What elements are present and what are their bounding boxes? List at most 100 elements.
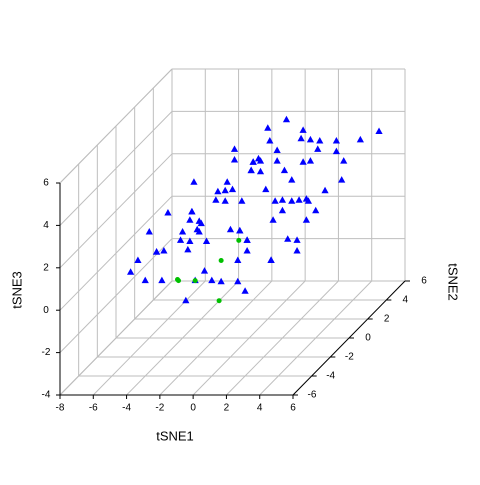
point [217, 277, 225, 285]
point [316, 137, 324, 144]
point [299, 158, 307, 165]
point [302, 195, 310, 202]
point [262, 185, 270, 193]
point [302, 216, 310, 223]
y-tick-label: -2 [345, 352, 354, 363]
point [208, 276, 216, 284]
point [186, 237, 194, 244]
point [264, 124, 272, 131]
point [175, 277, 181, 282]
point [202, 237, 211, 244]
point [332, 137, 341, 144]
point [200, 267, 209, 274]
point [152, 248, 161, 255]
point [236, 237, 242, 243]
x-tick-label: -4 [122, 403, 131, 414]
point [321, 186, 329, 194]
point [295, 196, 303, 203]
point [273, 146, 281, 153]
point [230, 156, 239, 163]
point [141, 276, 149, 284]
box-edge [59, 280, 173, 396]
point [176, 236, 185, 243]
point [223, 178, 231, 185]
x-tick-label: 2 [224, 403, 230, 414]
point [212, 196, 220, 203]
y-tick-label: 0 [365, 333, 371, 344]
z-tick-label: 2 [43, 262, 49, 273]
grid-line [59, 153, 173, 269]
point [234, 277, 242, 285]
point [243, 236, 251, 243]
point [247, 166, 255, 174]
x-tick-label: 0 [190, 403, 196, 414]
x-tick-label: -2 [155, 403, 164, 414]
point [278, 196, 287, 203]
point [226, 225, 235, 233]
z-axis-label: tSNE3 [9, 271, 24, 309]
point [314, 145, 322, 152]
z-tick-label: -2 [42, 347, 51, 358]
y-tick-label: 4 [403, 295, 409, 306]
point [195, 217, 203, 224]
point [288, 197, 296, 204]
point [266, 137, 274, 144]
point [192, 278, 198, 284]
point [188, 207, 196, 215]
point [306, 135, 315, 143]
point [375, 127, 383, 134]
point [271, 197, 279, 204]
point [284, 235, 292, 242]
grid-line [59, 195, 173, 311]
y-tick-label: 6 [421, 276, 427, 287]
point [256, 167, 265, 175]
point [230, 145, 239, 152]
x-tick-label: 4 [257, 403, 263, 414]
box-edge [59, 68, 173, 184]
point [228, 185, 237, 193]
point [293, 236, 301, 243]
point [332, 147, 341, 155]
point [158, 276, 166, 284]
point [288, 176, 296, 183]
point [221, 186, 229, 194]
point [293, 247, 301, 254]
point [299, 126, 307, 133]
grid-line [59, 238, 173, 353]
point [145, 228, 153, 235]
point [234, 256, 242, 263]
point [340, 157, 348, 164]
point [338, 176, 346, 183]
point [218, 258, 224, 263]
y-axis-label: tSNE2 [446, 263, 461, 301]
point [256, 157, 265, 164]
point [127, 268, 135, 275]
point [282, 115, 291, 123]
z-tick-label: 4 [43, 220, 49, 231]
x-axis-label: tSNE1 [156, 428, 194, 443]
point [190, 178, 198, 185]
point [221, 197, 229, 204]
x-tick-label: -6 [89, 403, 98, 414]
point [278, 206, 287, 214]
z-tick-label: -4 [42, 390, 51, 401]
point [273, 157, 281, 164]
point [178, 228, 187, 235]
y-tick-label: 2 [384, 314, 390, 325]
point [186, 216, 194, 223]
point [164, 209, 172, 216]
point [249, 158, 257, 165]
grid-line [59, 111, 173, 226]
point [195, 228, 203, 235]
point [356, 135, 364, 143]
z-tick-label: 6 [43, 178, 49, 189]
point [214, 187, 222, 195]
y-tick-label: -4 [326, 371, 335, 382]
z-tick-label: 0 [43, 305, 49, 316]
point [243, 247, 251, 254]
y-tick-label: -6 [308, 390, 317, 401]
point [236, 226, 244, 234]
point [182, 296, 190, 304]
point [280, 166, 289, 174]
